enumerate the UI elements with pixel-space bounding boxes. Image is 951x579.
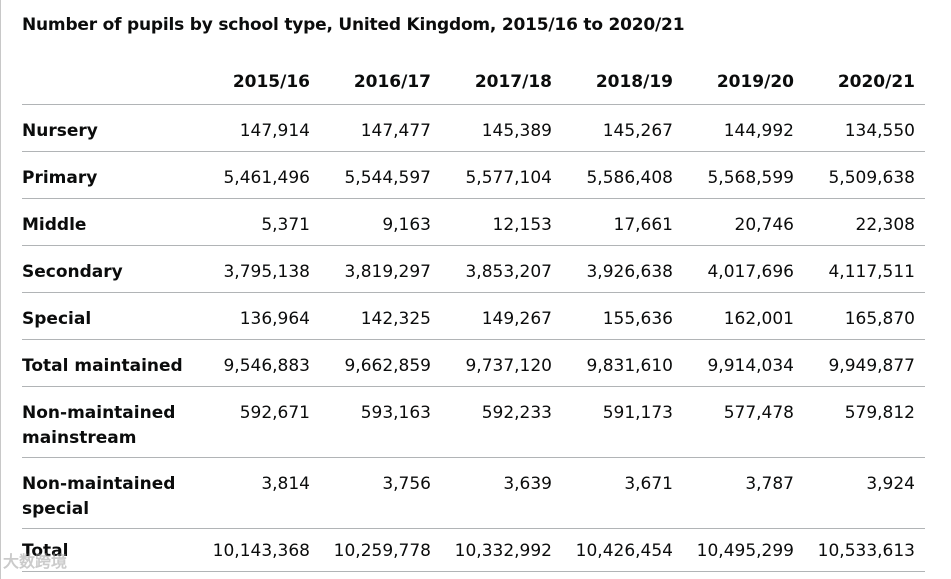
row-label: Special [22,292,199,340]
header-cell-2018-19: 2018/19 [562,58,683,105]
table-cell: 4,117,511 [804,245,925,293]
table-cell: 134,550 [804,104,925,152]
table-row: Primary 5,461,496 5,544,597 5,577,104 5,… [22,151,925,199]
table-cell: 10,143,368 [199,528,320,572]
table-cell: 9,163 [320,198,441,246]
header-cell-2019-20: 2019/20 [683,58,804,105]
table-cell: 577,478 [683,386,804,458]
table-cell: 9,949,877 [804,339,925,387]
table-row-total: Total 10,143,368 10,259,778 10,332,992 1… [22,528,925,572]
table-cell: 155,636 [562,292,683,340]
table-cell: 10,332,992 [441,528,562,572]
row-label: Secondary [22,245,199,293]
table-cell: 5,586,408 [562,151,683,199]
table-cell: 17,661 [562,198,683,246]
table-row: Secondary 3,795,138 3,819,297 3,853,207 … [22,245,925,293]
watermark: 大数跨境 [3,552,68,571]
table-cell: 5,461,496 [199,151,320,199]
table-cell: 165,870 [804,292,925,340]
table-cell: 9,662,859 [320,339,441,387]
table-cell: 144,992 [683,104,804,152]
row-label: Primary [22,151,199,199]
table-cell: 162,001 [683,292,804,340]
row-label: Middle [22,198,199,246]
table-cell: 147,477 [320,104,441,152]
table-caption: Number of pupils by school type, United … [22,15,685,35]
pupils-table: 2015/16 2016/17 2017/18 2018/19 2019/20 … [22,58,925,572]
header-row: 2015/16 2016/17 2017/18 2018/19 2019/20 … [22,58,925,105]
table-cell: 5,509,638 [804,151,925,199]
table-cell: 3,814 [199,457,320,529]
table-cell: 145,389 [441,104,562,152]
table-cell: 9,737,120 [441,339,562,387]
table-cell: 593,163 [320,386,441,458]
row-label: Non-maintained special [22,457,199,529]
table-row: Non-maintained mainstream 592,671 593,16… [22,386,925,458]
table-cell: 10,495,299 [683,528,804,572]
table-cell: 591,173 [562,386,683,458]
table-cell: 579,812 [804,386,925,458]
table-cell: 22,308 [804,198,925,246]
table-row: Total maintained 9,546,883 9,662,859 9,7… [22,339,925,387]
table-cell: 3,924 [804,457,925,529]
table-cell: 10,426,454 [562,528,683,572]
table-cell: 9,914,034 [683,339,804,387]
header-cell-stub [22,58,199,105]
table-cell: 20,746 [683,198,804,246]
table-cell: 3,639 [441,457,562,529]
table-cell: 12,153 [441,198,562,246]
table-cell: 3,756 [320,457,441,529]
table-cell: 142,325 [320,292,441,340]
table-cell: 592,671 [199,386,320,458]
table-cell: 5,544,597 [320,151,441,199]
table-cell: 149,267 [441,292,562,340]
table-cell: 136,964 [199,292,320,340]
table-cell: 147,914 [199,104,320,152]
table-cell: 5,577,104 [441,151,562,199]
header-cell-2020-21: 2020/21 [804,58,925,105]
table-cell: 4,017,696 [683,245,804,293]
table-cell: 10,533,613 [804,528,925,572]
table-cell: 145,267 [562,104,683,152]
table-cell: 3,819,297 [320,245,441,293]
table-row: Middle 5,371 9,163 12,153 17,661 20,746 … [22,198,925,246]
row-label: Total maintained [22,339,199,387]
table-cell: 3,671 [562,457,683,529]
table-cell: 3,926,638 [562,245,683,293]
table-cell: 3,787 [683,457,804,529]
row-label: Nursery [22,104,199,152]
table-cell: 3,795,138 [199,245,320,293]
table-cell: 3,853,207 [441,245,562,293]
table-cell: 9,831,610 [562,339,683,387]
table-cell: 5,371 [199,198,320,246]
header-cell-2016-17: 2016/17 [320,58,441,105]
header-cell-2015-16: 2015/16 [199,58,320,105]
table-cell: 10,259,778 [320,528,441,572]
table-row: Nursery 147,914 147,477 145,389 145,267 … [22,104,925,152]
table-row: Non-maintained special 3,814 3,756 3,639… [22,457,925,529]
table-cell: 592,233 [441,386,562,458]
table-row: Special 136,964 142,325 149,267 155,636 … [22,292,925,340]
table-cell: 9,546,883 [199,339,320,387]
header-cell-2017-18: 2017/18 [441,58,562,105]
row-label: Total [22,528,199,572]
table-cell: 5,568,599 [683,151,804,199]
row-label: Non-maintained mainstream [22,386,199,458]
